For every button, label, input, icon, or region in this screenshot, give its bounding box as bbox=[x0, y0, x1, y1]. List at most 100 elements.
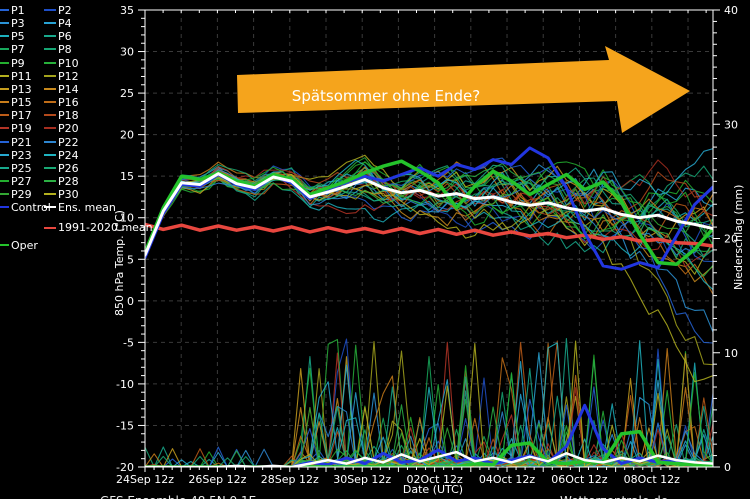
legend-swatch bbox=[0, 193, 9, 196]
legend-swatch bbox=[0, 35, 9, 38]
y-left-tick-label: 30 bbox=[120, 46, 134, 59]
legend-label: P29 bbox=[11, 188, 32, 202]
y-axis-left-title: 850 hPa Temp. (°C) bbox=[113, 210, 126, 316]
legend-swatch bbox=[0, 48, 9, 51]
legend-swatch bbox=[44, 101, 56, 104]
legend-swatch bbox=[0, 101, 9, 104]
y-right-tick-label: 40 bbox=[724, 4, 738, 17]
legend-label: P8 bbox=[58, 43, 72, 57]
y-left-tick-label: 10 bbox=[120, 212, 134, 225]
legend-swatch bbox=[0, 22, 9, 25]
legend-swatch bbox=[0, 114, 9, 117]
legend-label: P6 bbox=[58, 30, 72, 44]
legend-swatch bbox=[0, 74, 9, 77]
y-left-tick-label: 0 bbox=[127, 295, 134, 308]
y-left-tick-label: 25 bbox=[120, 87, 134, 100]
legend-label: P24 bbox=[58, 148, 79, 162]
x-tick-label: 28Sep 12z bbox=[261, 473, 319, 486]
legend-swatch bbox=[0, 179, 9, 182]
legend-swatch bbox=[44, 74, 56, 77]
legend-swatch bbox=[44, 48, 56, 51]
legend-label: P12 bbox=[58, 69, 79, 83]
legend-label: P15 bbox=[11, 96, 32, 110]
arrow-shape bbox=[237, 46, 690, 133]
legend-swatch bbox=[0, 61, 9, 64]
legend-label: P7 bbox=[11, 43, 25, 57]
legend-label: P14 bbox=[58, 82, 79, 96]
y-left-tick-label: -10 bbox=[116, 378, 134, 391]
y-left-tick-label: -20 bbox=[116, 461, 134, 474]
legend-label: P2 bbox=[58, 4, 72, 17]
y-right-tick-label: 0 bbox=[724, 461, 731, 474]
legend-swatch bbox=[0, 244, 9, 247]
x-tick-label: 26Sep 12z bbox=[188, 473, 246, 486]
legend-swatch bbox=[44, 35, 56, 38]
legend-label: P26 bbox=[58, 161, 79, 175]
legend-swatch bbox=[0, 153, 9, 156]
x-tick-label: 30Sep 12z bbox=[333, 473, 391, 486]
y-right-tick-label: 30 bbox=[724, 118, 738, 131]
y-axis-right-title: Niederschlag (mm) bbox=[732, 185, 745, 290]
axes-and-ticks bbox=[138, 9, 720, 472]
legend-swatch bbox=[44, 114, 56, 117]
legend-label: P27 bbox=[11, 174, 32, 188]
legend-swatch bbox=[0, 87, 9, 90]
legend-swatch bbox=[44, 22, 56, 25]
y-left-tick-label: 20 bbox=[120, 129, 134, 142]
legend-label: P22 bbox=[58, 135, 79, 149]
legend-label: P25 bbox=[11, 161, 32, 175]
legend-label: P5 bbox=[11, 30, 25, 44]
annotation-text: Spätsommer ohne Ende? bbox=[292, 87, 480, 105]
legend-label: P18 bbox=[58, 109, 79, 123]
y-right-tick-label: 10 bbox=[724, 347, 738, 360]
x-tick-label: 24Sep 12z bbox=[116, 473, 174, 486]
annotation-arrow: Spätsommer ohne Ende? bbox=[237, 46, 690, 133]
tick-labels: 35 30 25 20 15 10 5 0 -5 -10 -15 -20 0 10 20 30 40 24Sep … bbox=[116, 4, 738, 486]
ensemble-members-temp bbox=[145, 148, 713, 383]
legend-label: Ens. mean bbox=[58, 201, 116, 215]
x-tick-label: 04Oct 12z bbox=[479, 473, 536, 486]
x-axis-title: Date (UTC) bbox=[403, 483, 463, 496]
y-left-tick-label: 15 bbox=[120, 170, 134, 183]
legend-swatch bbox=[0, 127, 9, 130]
legend-swatch bbox=[44, 227, 56, 230]
legend-label: P10 bbox=[58, 56, 79, 70]
legend-label: P9 bbox=[11, 56, 25, 70]
legend-swatch bbox=[44, 127, 56, 130]
legend-label: P28 bbox=[58, 174, 79, 188]
legend-swatch bbox=[44, 9, 56, 11]
legend-swatch bbox=[44, 193, 56, 196]
legend-swatch bbox=[44, 153, 56, 156]
legend-label: P30 bbox=[58, 188, 79, 202]
legend-label: P1 bbox=[11, 4, 25, 17]
x-tick-label: 06Oct 12z bbox=[551, 473, 608, 486]
legend-label: P13 bbox=[11, 82, 32, 96]
footer-right-text: Wetterzentrale.de bbox=[560, 494, 668, 499]
legend-label: P23 bbox=[11, 148, 32, 162]
legend-label: P3 bbox=[11, 17, 25, 31]
legend-label: P21 bbox=[11, 135, 32, 149]
y-left-tick-label: 35 bbox=[120, 4, 134, 17]
legend-swatch bbox=[44, 206, 56, 209]
legend-swatch bbox=[0, 166, 9, 169]
legend-label: P16 bbox=[58, 96, 79, 110]
legend-label: Oper bbox=[11, 239, 38, 253]
x-tick-label: 08Oct 12z bbox=[624, 473, 681, 486]
ensemble-members-precip bbox=[145, 338, 713, 467]
y-left-tick-label: 5 bbox=[127, 253, 134, 266]
legend-label: P20 bbox=[58, 122, 79, 136]
y-left-tick-label: -5 bbox=[123, 336, 134, 349]
legend-label: Control bbox=[11, 201, 51, 215]
y-right-tick-label: 20 bbox=[724, 233, 738, 246]
legend-swatch bbox=[44, 179, 56, 182]
legend-swatch bbox=[0, 140, 9, 143]
footer-left-text: GFS Ensemble 48.5N 9.1E bbox=[100, 494, 256, 499]
legend-swatch bbox=[44, 61, 56, 64]
legend-swatch bbox=[44, 166, 56, 169]
legend-label: P11 bbox=[11, 69, 32, 83]
legend-swatch bbox=[0, 206, 9, 209]
legend-swatch bbox=[44, 140, 56, 143]
legend-label: P17 bbox=[11, 109, 32, 123]
y-left-tick-label: -15 bbox=[116, 419, 134, 432]
